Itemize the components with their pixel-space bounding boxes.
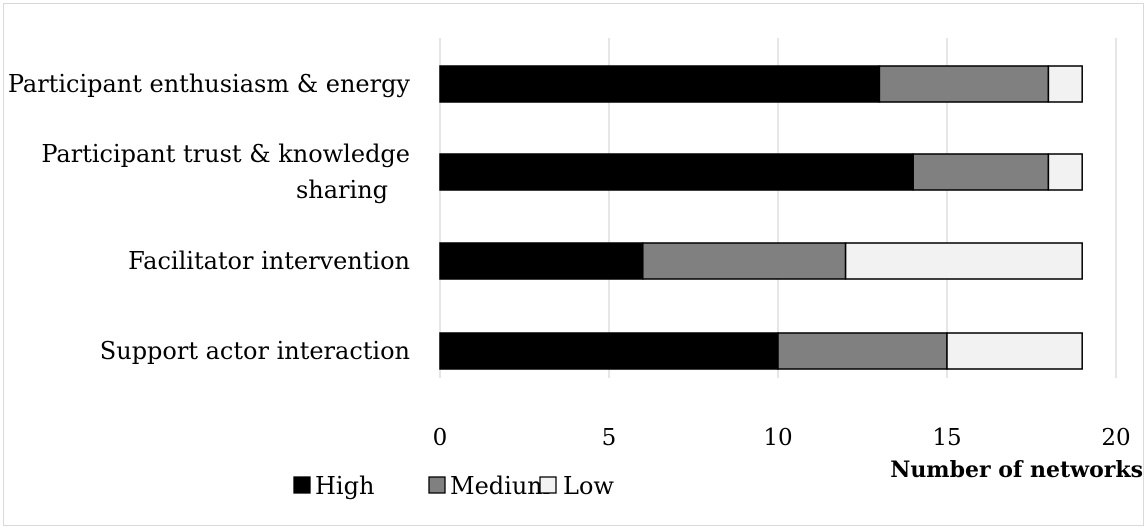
bars — [439, 65, 1083, 370]
legend-swatch-medium — [428, 476, 446, 494]
bar-low-0 — [1047, 65, 1083, 103]
x-axis-title: Number of networks — [890, 457, 1143, 483]
bar-low-1 — [1047, 153, 1083, 191]
category-label-2: Facilitator intervention — [128, 247, 410, 275]
bar-high-0 — [439, 65, 881, 103]
category-label-0: Participant enthusiasm & energy — [8, 70, 411, 98]
x-tick-labels: 0 5 10 15 20 — [433, 425, 1131, 451]
x-tick-label-3: 15 — [932, 425, 961, 451]
legend-label-high: High — [315, 472, 374, 500]
bar-medium-2 — [642, 242, 847, 280]
bar-low-2 — [844, 242, 1083, 280]
legend-swatch-low — [539, 476, 557, 494]
bar-medium-1 — [912, 153, 1050, 191]
x-tick-label-2: 10 — [763, 425, 792, 451]
bar-high-1 — [439, 153, 914, 191]
category-labels: Participant enthusiasm & energy Participa… — [8, 70, 411, 365]
bar-medium-0 — [878, 65, 1050, 103]
legend-label-low: Low — [563, 472, 614, 500]
legend-label-medium: Medium — [450, 472, 550, 500]
bar-high-2 — [439, 242, 644, 280]
bar-medium-3 — [777, 332, 948, 370]
x-tick-label-0: 0 — [433, 425, 448, 451]
category-label-3: Support actor interaction — [100, 337, 410, 365]
bar-high-3 — [439, 332, 779, 370]
category-label-1: Participant trust & knowledge sharing — [41, 140, 410, 204]
legend-swatch-high — [293, 476, 311, 494]
legend: High Medium Low — [293, 472, 614, 500]
x-tick-label-4: 20 — [1101, 425, 1130, 451]
bar-low-3 — [946, 332, 1083, 370]
x-tick-label-1: 5 — [602, 425, 617, 451]
